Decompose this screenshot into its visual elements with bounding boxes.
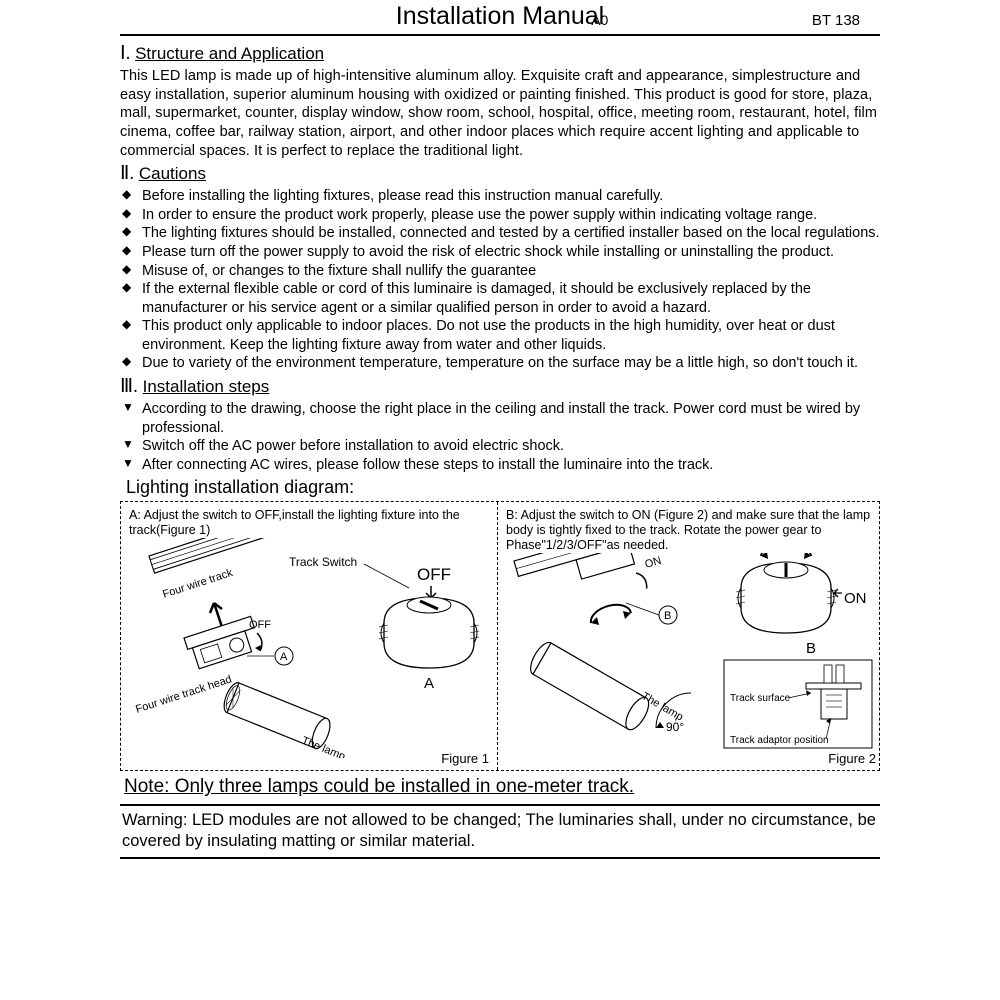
list-item: Switch off the AC power before installat… <box>120 437 880 456</box>
warning-text: Warning: LED modules are not allowed to … <box>122 811 876 850</box>
svg-text:90°: 90° <box>666 720 684 734</box>
list-item: In order to ensure the product work prop… <box>120 206 880 225</box>
svg-text:Four wire track: Four wire track <box>161 567 234 601</box>
svg-text:B: B <box>806 640 816 657</box>
svg-text:A: A <box>424 675 434 692</box>
svg-text:OFF: OFF <box>417 565 451 584</box>
diagram-b-caption: B: Adjust the switch to ON (Figure 2) an… <box>506 508 876 553</box>
svg-text:A: A <box>280 651 288 663</box>
section-1-title: Ⅰ. Structure and Application <box>120 42 880 66</box>
header-model: BT 138 <box>812 11 860 30</box>
svg-text:OFF: OFF <box>249 619 271 631</box>
svg-text:Track surface: Track surface <box>730 693 791 704</box>
steps-list: According to the drawing, choose the rig… <box>120 400 880 474</box>
header-title: Installation Manual <box>396 0 604 32</box>
svg-text:Four wire track head: Four wire track head <box>134 674 233 716</box>
diagram-container: A: Adjust the switch to OFF,install the … <box>120 501 880 771</box>
diagram-b: B: Adjust the switch to ON (Figure 2) an… <box>498 502 884 770</box>
note-text: Note: Only three lamps could be installe… <box>124 775 880 799</box>
list-item: Due to variety of the environment temper… <box>120 354 880 373</box>
cautions-list: Before installing the lighting fixtures,… <box>120 187 880 372</box>
diagram-title: Lighting installation diagram: <box>126 476 880 499</box>
list-item: After connecting AC wires, please follow… <box>120 456 880 475</box>
figure-2-label: Figure 2 <box>828 751 876 767</box>
list-item: According to the drawing, choose the rig… <box>120 400 880 437</box>
section-2-title: Ⅱ. Cautions <box>120 162 880 186</box>
list-item: Misuse of, or changes to the fixture sha… <box>120 262 880 281</box>
figure-1-label: Figure 1 <box>441 751 489 767</box>
figure-2-svg: ON B The lamp 90° <box>506 553 876 765</box>
list-item: The lighting fixtures should be installe… <box>120 224 880 243</box>
figure-1-svg: Four wire track Four wire track head A O… <box>129 538 489 758</box>
section-1-body: This LED lamp is made up of high-intensi… <box>120 67 880 160</box>
svg-text:B: B <box>664 610 671 622</box>
svg-text:Track Switch: Track Switch <box>289 555 357 569</box>
header: Installation Manual A0 BT 138 <box>120 0 880 36</box>
svg-text:ON: ON <box>844 590 867 607</box>
list-item: Please turn off the power supply to avoi… <box>120 243 880 262</box>
svg-text:ON: ON <box>644 555 663 571</box>
section-3-title: Ⅲ. Installation steps <box>120 375 880 399</box>
diagram-a: A: Adjust the switch to OFF,install the … <box>121 502 498 770</box>
svg-text:Track adaptor position: Track adaptor position <box>730 735 829 746</box>
list-item: This product only applicable to indoor p… <box>120 317 880 354</box>
header-revision: A0 <box>591 12 608 30</box>
diagram-a-caption: A: Adjust the switch to OFF,install the … <box>129 508 489 538</box>
list-item: If the external flexible cable or cord o… <box>120 280 880 317</box>
warning-box: Warning: LED modules are not allowed to … <box>120 804 880 859</box>
list-item: Before installing the lighting fixtures,… <box>120 187 880 206</box>
